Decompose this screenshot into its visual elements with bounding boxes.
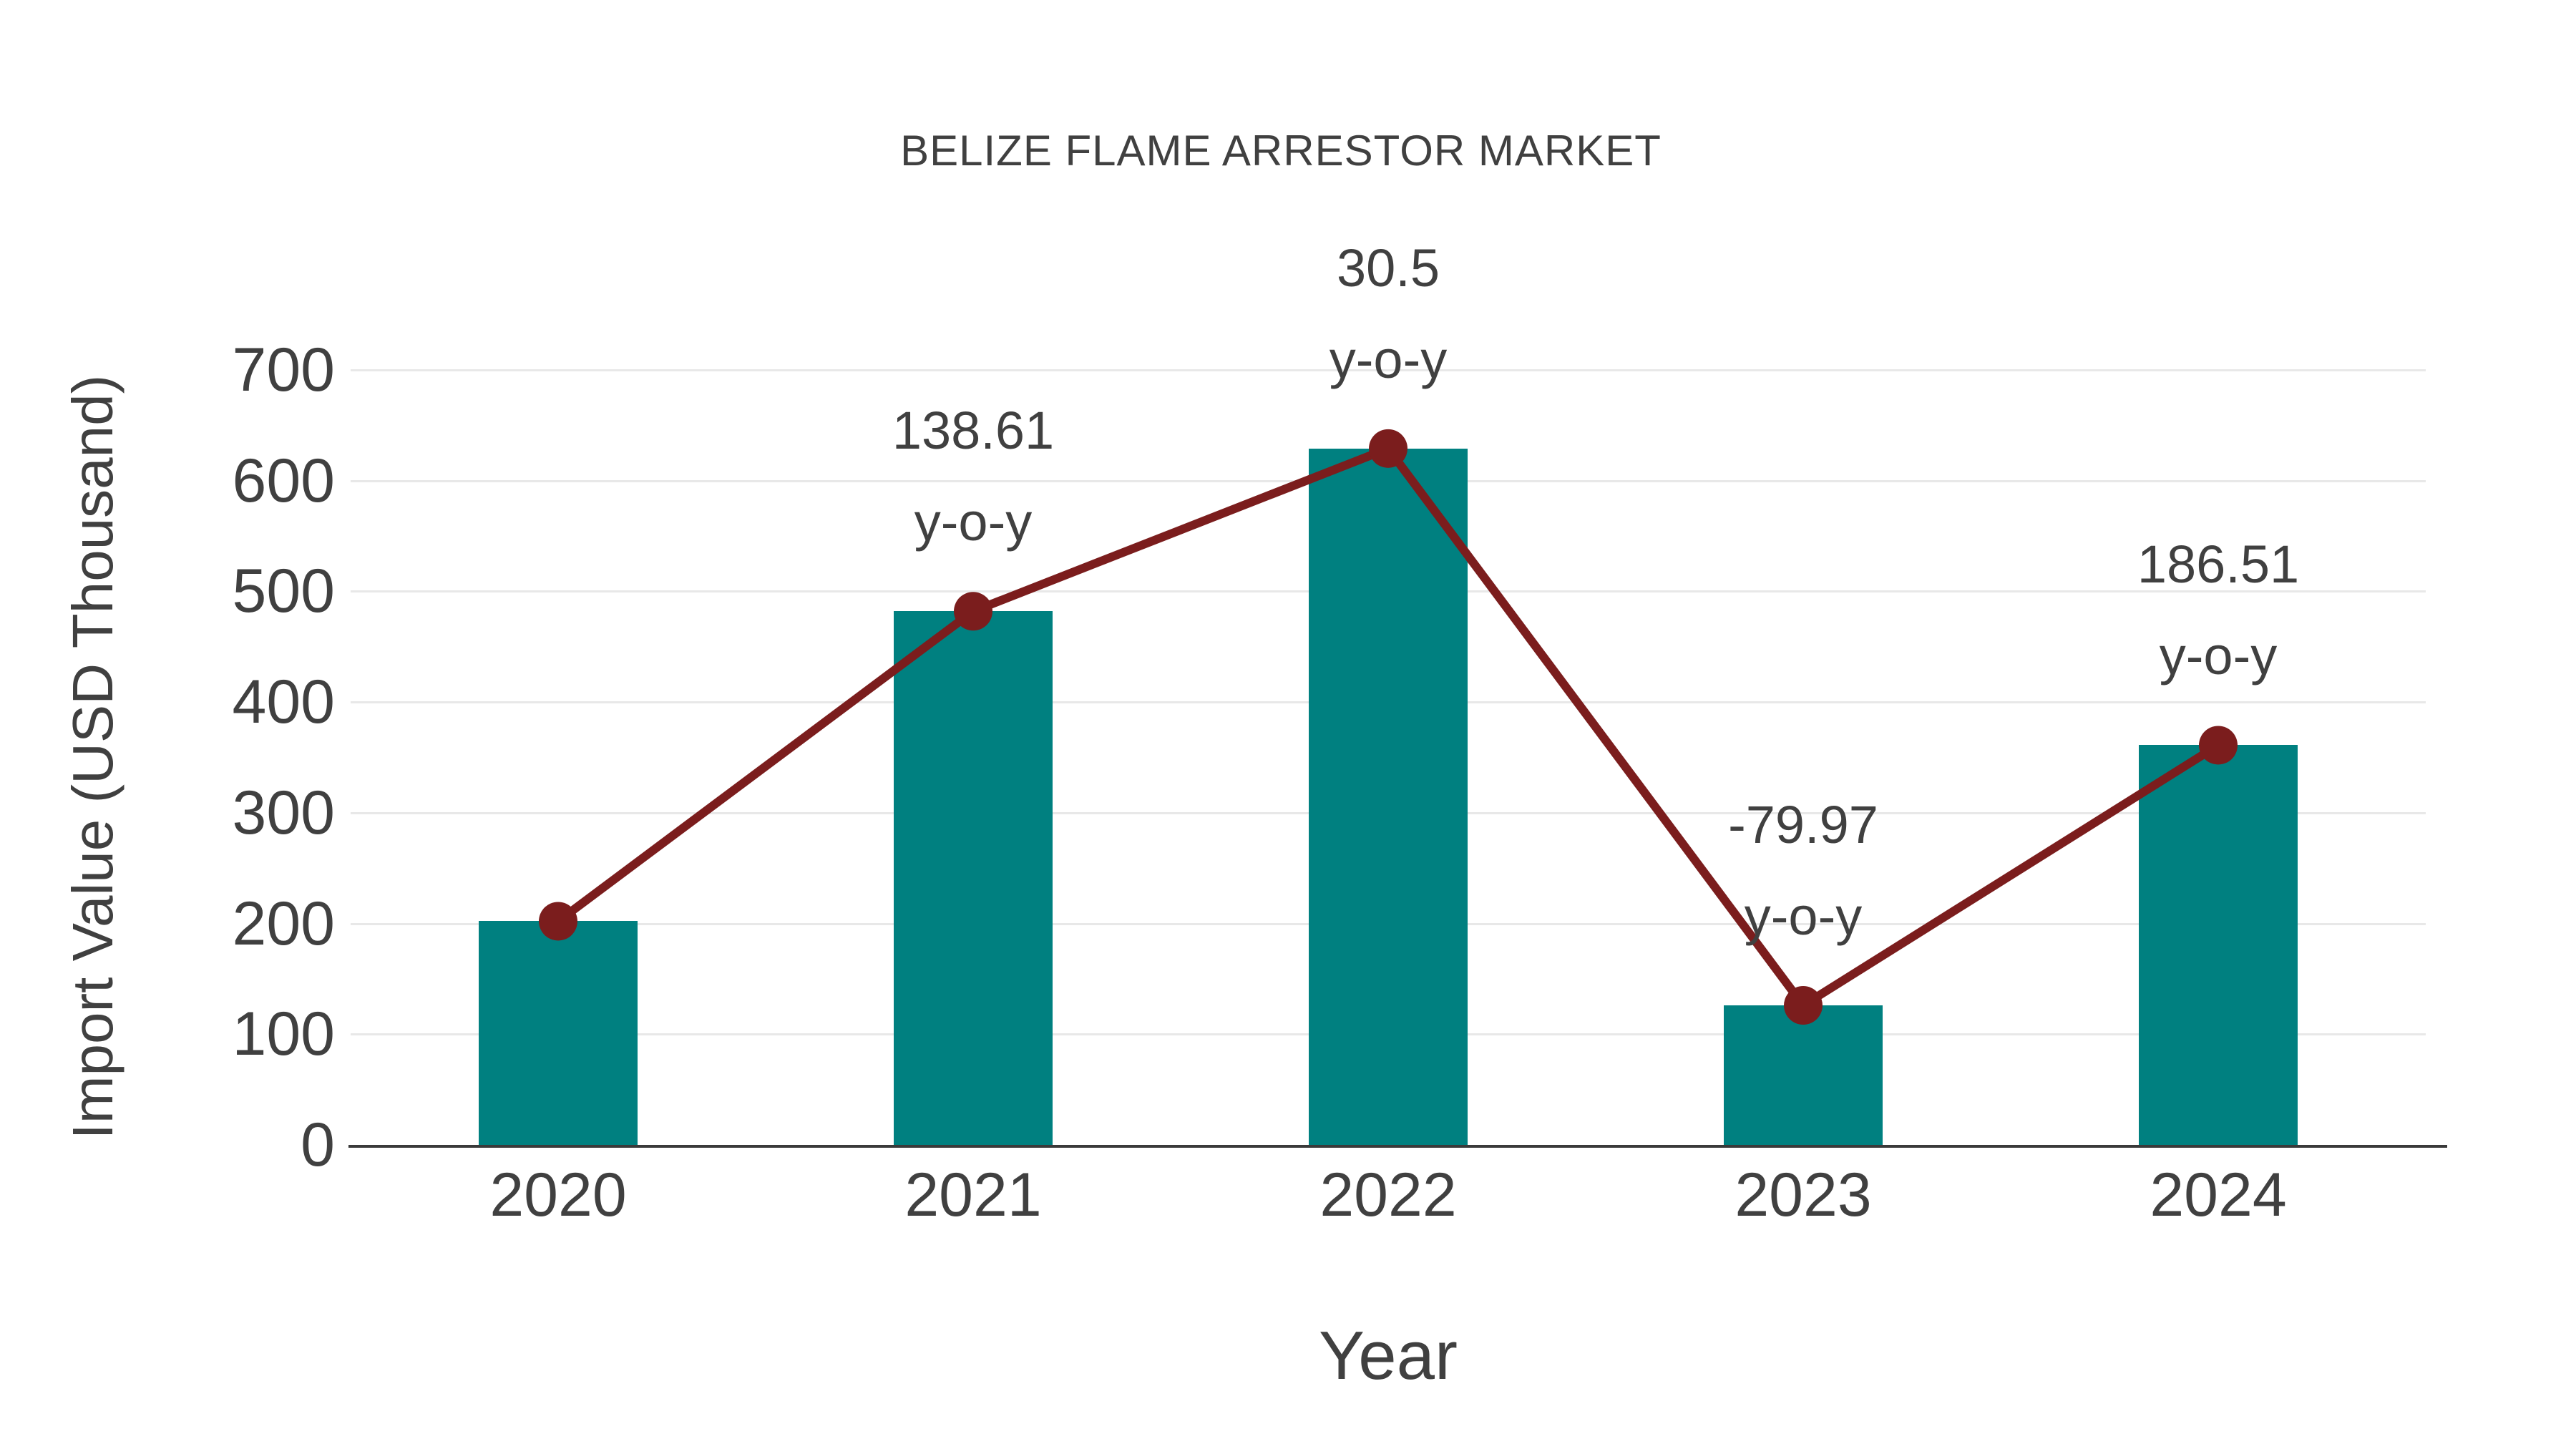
annotation-value-2024: 186.51 <box>2137 535 2300 595</box>
annotation-unit-2024: y-o-y <box>2159 626 2278 686</box>
y-tick-label-500: 500 <box>232 557 336 626</box>
annotation-unit-2021: y-o-y <box>914 492 1033 552</box>
y-tick-label-200: 200 <box>232 889 336 958</box>
bar-2022 <box>1309 448 1468 1145</box>
x-tick-label-2020: 2020 <box>489 1161 627 1229</box>
y-tick-label-400: 400 <box>232 668 336 737</box>
bar-2020 <box>479 921 638 1145</box>
annotation-2023: -79.97 y-o-y <box>1553 779 2054 962</box>
annotation-value-2022: 30.5 <box>1336 238 1440 298</box>
y-tick-label-700: 700 <box>232 336 336 404</box>
x-tick-label-2021: 2021 <box>904 1161 1042 1229</box>
y-tick-label-0: 0 <box>301 1111 335 1179</box>
bar-2021 <box>894 611 1053 1145</box>
gridline-700 <box>351 369 2426 371</box>
y-tick-label-600: 600 <box>232 446 336 515</box>
chart-title: BELIZE FLAME ARRESTOR MARKET <box>900 127 1662 175</box>
x-tick-label-2023: 2023 <box>1735 1161 1872 1229</box>
x-axis-title: Year <box>1319 1317 1458 1394</box>
annotation-2021: 138.61 y-o-y <box>723 385 1224 568</box>
annotation-2024: 186.51 y-o-y <box>1968 519 2469 702</box>
y-tick-label-100: 100 <box>232 1000 336 1069</box>
bar-2023 <box>1724 1005 1883 1145</box>
x-axis-line <box>348 1145 2447 1148</box>
x-tick-label-2024: 2024 <box>2150 1161 2287 1229</box>
annotation-unit-2023: y-o-y <box>1744 887 1863 947</box>
annotation-value-2023: -79.97 <box>1728 795 1878 855</box>
annotation-2022: 30.5 y-o-y <box>1138 223 1639 406</box>
y-tick-label-300: 300 <box>232 778 336 847</box>
bar-2024 <box>2139 745 2298 1145</box>
annotation-unit-2022: y-o-y <box>1329 329 1448 389</box>
x-tick-label-2022: 2022 <box>1319 1161 1457 1229</box>
